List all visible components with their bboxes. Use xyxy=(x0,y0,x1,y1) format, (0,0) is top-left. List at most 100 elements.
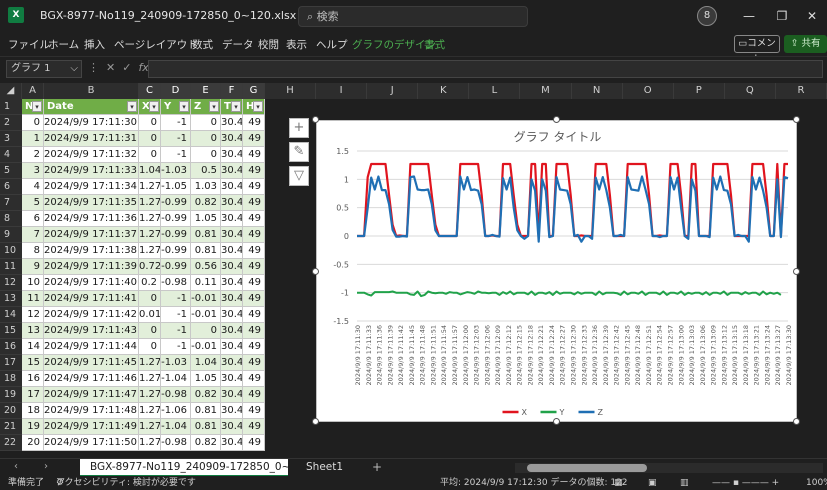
column-header-o[interactable]: O xyxy=(622,83,674,99)
add-sheet-icon[interactable]: + xyxy=(372,460,383,474)
table-cell[interactable]: 49 xyxy=(243,115,265,131)
table-cell[interactable]: 1.27 xyxy=(139,355,161,371)
filter-dropdown-icon[interactable]: ▾ xyxy=(149,101,159,112)
table-cell[interactable]: -0.98 xyxy=(161,275,191,291)
table-cell[interactable]: 5 xyxy=(22,195,44,211)
resize-handle-tl[interactable] xyxy=(312,116,319,123)
tab-prev-icon[interactable]: ‹ xyxy=(14,461,18,472)
table-cell[interactable]: 0 xyxy=(191,131,221,147)
resize-handle-b[interactable] xyxy=(553,418,560,425)
table-header-cell[interactable]: X ▾ xyxy=(139,99,161,115)
table-cell[interactable]: -1.04 xyxy=(161,419,191,435)
row-header[interactable]: 6 xyxy=(0,179,22,195)
table-cell[interactable]: 49 xyxy=(243,227,265,243)
table-cell[interactable]: -0.99 xyxy=(161,195,191,211)
menu-file[interactable]: ファイル xyxy=(8,39,50,51)
comment-button[interactable]: ▭コメント xyxy=(734,35,780,65)
table-cell[interactable]: 2024/9/9 17:11:34 xyxy=(44,179,139,195)
select-all-corner[interactable]: ◢ xyxy=(0,83,22,99)
table-cell[interactable]: 0.56 xyxy=(191,259,221,275)
page-layout-view-icon[interactable]: ▣ xyxy=(648,478,657,488)
row-header[interactable]: 19 xyxy=(0,387,22,403)
table-cell[interactable]: 2024/9/9 17:11:44 xyxy=(44,339,139,355)
resize-handle-r[interactable] xyxy=(793,268,800,275)
table-cell[interactable]: 0.11 xyxy=(191,275,221,291)
resize-handle-tr[interactable] xyxy=(793,116,800,123)
table-cell[interactable]: -1 xyxy=(161,339,191,355)
table-cell[interactable]: 1.05 xyxy=(191,211,221,227)
menu-insert[interactable]: 挿入 xyxy=(84,39,105,51)
table-cell[interactable]: 1.27 xyxy=(139,371,161,387)
table-cell[interactable]: 17 xyxy=(22,387,44,403)
menu-data[interactable]: データ xyxy=(222,39,254,51)
table-cell[interactable]: 1.27 xyxy=(139,419,161,435)
row-header[interactable]: 20 xyxy=(0,403,22,419)
table-cell[interactable]: 0.82 xyxy=(191,195,221,211)
menu-home[interactable]: ホーム xyxy=(48,39,80,51)
table-cell[interactable]: 2024/9/9 17:11:45 xyxy=(44,355,139,371)
row-header[interactable]: 3 xyxy=(0,131,22,147)
row-header[interactable]: 12 xyxy=(0,275,22,291)
formula-input[interactable] xyxy=(148,60,823,78)
column-header-q[interactable]: Q xyxy=(724,83,776,99)
filter-dropdown-icon[interactable]: ▾ xyxy=(179,101,189,112)
column-header-n[interactable]: N xyxy=(571,83,623,99)
table-header-cell[interactable]: No▾ xyxy=(22,99,44,115)
table-cell[interactable]: 30.4 xyxy=(221,307,243,323)
filter-dropdown-icon[interactable]: ▾ xyxy=(253,101,263,112)
table-cell[interactable]: 2024/9/9 17:11:49 xyxy=(44,419,139,435)
filter-dropdown-icon[interactable]: ▾ xyxy=(231,101,241,112)
page-break-view-icon[interactable]: ▥ xyxy=(680,478,689,488)
table-cell[interactable]: 30.4 xyxy=(221,243,243,259)
zoom-slider[interactable]: —— ▪ ——— + xyxy=(712,478,780,488)
table-cell[interactable]: 2024/9/9 17:11:33 xyxy=(44,163,139,179)
table-cell[interactable]: 49 xyxy=(243,387,265,403)
table-cell[interactable]: 49 xyxy=(243,403,265,419)
column-header-e[interactable]: E xyxy=(191,83,221,99)
table-cell[interactable]: 2024/9/9 17:11:40 xyxy=(44,275,139,291)
table-cell[interactable]: 1.27 xyxy=(139,435,161,451)
table-cell[interactable]: 2 xyxy=(22,147,44,163)
table-cell[interactable]: 0.81 xyxy=(191,227,221,243)
table-cell[interactable]: 10 xyxy=(22,275,44,291)
horizontal-scrollbar[interactable] xyxy=(515,463,823,473)
table-cell[interactable]: -1 xyxy=(161,307,191,323)
table-cell[interactable]: 30.4 xyxy=(221,211,243,227)
table-cell[interactable]: 1.27 xyxy=(139,387,161,403)
minimize-icon[interactable]: — xyxy=(743,9,755,23)
chart-elements-icon[interactable]: + xyxy=(289,118,309,138)
table-cell[interactable]: 2024/9/9 17:11:32 xyxy=(44,147,139,163)
table-cell[interactable]: -1 xyxy=(161,291,191,307)
table-cell[interactable]: 0.5 xyxy=(191,163,221,179)
table-cell[interactable]: 49 xyxy=(243,419,265,435)
table-cell[interactable]: 49 xyxy=(243,307,265,323)
table-cell[interactable]: 0.72 xyxy=(139,259,161,275)
menu-page-layout[interactable]: ページレイアウト xyxy=(114,39,198,51)
table-cell[interactable]: 6 xyxy=(22,211,44,227)
menu-format[interactable]: 書式 xyxy=(424,39,445,51)
table-cell[interactable]: 0.81 xyxy=(191,243,221,259)
table-cell[interactable]: 15 xyxy=(22,355,44,371)
table-cell[interactable]: 2024/9/9 17:11:38 xyxy=(44,243,139,259)
sheet-tab-sheet1[interactable]: Sheet1 xyxy=(306,461,344,473)
name-box[interactable]: グラフ 1 ⌵ xyxy=(6,60,82,78)
table-cell[interactable]: -1.03 xyxy=(161,355,191,371)
share-button[interactable]: ⇪ 共有 xyxy=(784,35,827,53)
column-header-c[interactable]: C xyxy=(139,83,161,99)
table-cell[interactable]: 0.82 xyxy=(191,387,221,403)
restore-icon[interactable]: ❐ xyxy=(776,9,788,23)
table-cell[interactable]: 30.4 xyxy=(221,147,243,163)
menu-help[interactable]: ヘルプ xyxy=(316,39,348,51)
table-cell[interactable]: 49 xyxy=(243,179,265,195)
scrollbar-thumb[interactable] xyxy=(527,464,647,472)
table-cell[interactable]: 30.4 xyxy=(221,163,243,179)
table-cell[interactable]: 30.4 xyxy=(221,259,243,275)
cancel-icon[interactable]: ✕ xyxy=(106,61,116,74)
row-header[interactable]: 4 xyxy=(0,147,22,163)
row-header[interactable]: 15 xyxy=(0,323,22,339)
table-cell[interactable]: 11 xyxy=(22,291,44,307)
line-chart[interactable]: グラフ タイトル 1.5 1 0.5 0 -0.5 -1 -1.5 2024/9/9 17:11… xyxy=(316,120,797,422)
table-cell[interactable]: 30.4 xyxy=(221,435,243,451)
row-header[interactable]: 11 xyxy=(0,259,22,275)
table-header-cell[interactable]: Z ▾ xyxy=(191,99,221,115)
